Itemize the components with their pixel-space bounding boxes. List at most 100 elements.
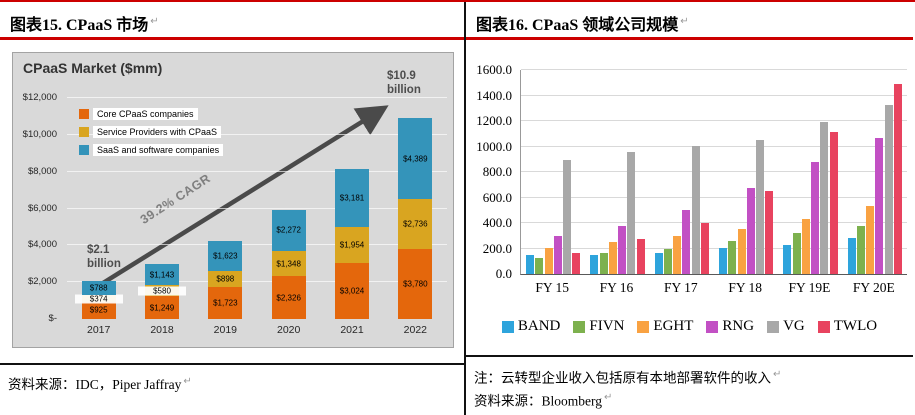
bar-value-label: $898 — [216, 274, 235, 284]
x-tick-label: FY 15 — [535, 280, 569, 295]
panel-figure-16: 图表16. CPaaS 领域公司规模 ↵ 0.0 200.0 400.0 600.0 80… — [466, 2, 913, 415]
legend-swatch — [573, 320, 586, 333]
bar-segment: $3,780 — [398, 249, 433, 319]
bar-rng — [682, 209, 691, 274]
bar-band — [718, 248, 727, 274]
bar-segment: $4,389 — [398, 118, 433, 199]
y-tick-label: $4,000 — [27, 239, 57, 251]
bar-eght — [801, 219, 810, 274]
x-tick-label: FY 16 — [599, 280, 634, 295]
bar-value-label: $788 — [89, 283, 108, 293]
figure-15-title: 图表15. CPaaS 市场 — [10, 17, 149, 34]
bar-rng — [618, 225, 627, 274]
x-tick-label: 2019 — [213, 324, 237, 336]
x-tick-label: FY 18 — [728, 280, 762, 295]
y-tick-label: 800.0 — [482, 164, 512, 179]
bar-value-label: $580 — [138, 286, 186, 296]
legend-label: TWLO — [833, 318, 878, 334]
y-tick-label: $10,000 — [22, 128, 57, 140]
bar-eght — [544, 248, 553, 274]
return-mark-icon: ↵ — [604, 391, 613, 403]
bar-segment: $2,272 — [271, 209, 306, 252]
bar-value-label: $1,623 — [213, 251, 238, 261]
bar-segment: $1,623 — [208, 240, 243, 271]
cagr-label: 39.2% CAGR — [137, 171, 214, 227]
legend-item: Service Providers with CPaaS — [79, 126, 223, 138]
bar-value-label: $374 — [74, 294, 123, 304]
figure-15-header: 图表15. CPaaS 市场 ↵ — [0, 2, 464, 40]
legend-label: Service Providers with CPaaS — [93, 126, 222, 138]
bar-rng — [553, 236, 562, 274]
panel-figure-15: 图表15. CPaaS 市场 ↵ CPaaS Market ($mm) $- $2,… — [0, 2, 466, 415]
note-text: 注：云转型企业收入包括原有本地部署软件的收入 ↵ — [474, 365, 905, 388]
annotation-2017-total: $2.1 billion — [87, 243, 121, 271]
bar-value-label: $1,143 — [149, 270, 175, 280]
gridline — [67, 281, 447, 283]
bar-eght — [608, 241, 617, 274]
bar-fivn — [599, 253, 608, 274]
x-axis: FY 15 FY 16 FY 17 FY 18 FY 19E FY 20E — [520, 280, 906, 298]
legend-swatch — [817, 320, 830, 333]
legend-swatch — [706, 320, 719, 333]
y-tick-label: 600.0 — [482, 189, 512, 205]
bar-vg — [563, 159, 572, 274]
legend-item: VG — [767, 318, 805, 335]
return-mark-icon: ↵ — [680, 15, 689, 27]
x-tick-label: 2021 — [340, 324, 364, 336]
gridline — [521, 171, 907, 172]
gridline — [521, 196, 907, 198]
gridline — [521, 94, 907, 96]
plot-area — [520, 69, 907, 275]
bar-vg — [884, 105, 893, 274]
bar-twlo — [572, 252, 581, 274]
bar-segment: $1,954 — [335, 227, 369, 264]
bar-value-label: $4,389 — [403, 154, 428, 164]
legend-item: TWLO — [817, 318, 878, 335]
bar-rng — [811, 162, 820, 274]
annotation-line: $10.9 — [387, 70, 416, 82]
annotation-line: $2.1 — [87, 244, 110, 256]
bar-segment: $1,723 — [208, 287, 243, 319]
bar-segment: $1,143 — [145, 264, 179, 286]
bar-segment: $2,326 — [271, 276, 306, 319]
bar-band — [847, 238, 856, 274]
bar-fivn — [856, 226, 865, 274]
bar-rng — [746, 188, 755, 274]
bar-fivn — [728, 241, 737, 274]
return-mark-icon: ↵ — [773, 369, 782, 380]
bar-value-label: $3,024 — [339, 286, 365, 296]
bar-eght — [866, 206, 875, 274]
legend-label: SaaS and software companies — [93, 144, 224, 156]
legend-label: EGHT — [653, 318, 694, 334]
bar-fivn — [663, 248, 672, 274]
bar-vg — [627, 152, 636, 274]
gridline — [67, 244, 447, 246]
gridline — [67, 133, 447, 135]
bar-segment: $898 — [208, 270, 243, 288]
gridline — [521, 69, 907, 70]
gridline — [521, 222, 907, 223]
figure-16-title: 图表16. CPaaS 领域公司规模 — [476, 17, 679, 34]
bar-twlo — [829, 132, 838, 274]
legend-item: SaaS and software companies — [79, 144, 224, 156]
legend-label: BAND — [517, 318, 561, 334]
x-tick-label: 2018 — [150, 324, 174, 336]
bar-eght — [673, 236, 682, 274]
y-tick-label: 1600.0 — [476, 62, 512, 77]
bar-value-label: $925 — [89, 305, 108, 315]
x-axis: 2017 2018 2019 2020 2021 2022 — [67, 324, 447, 338]
x-tick-label: 2020 — [276, 324, 301, 336]
bar-value-label: $1,348 — [276, 259, 301, 269]
bar-vg — [756, 140, 765, 274]
bar-segment: $788 — [81, 280, 116, 296]
legend-swatch — [637, 320, 650, 333]
bar-value-label: $1,249 — [149, 303, 175, 312]
legend-item: RNG — [706, 318, 754, 335]
bar-band — [590, 254, 599, 274]
bar-rng — [875, 137, 884, 274]
legend-label: Core CPaaS companies — [93, 108, 198, 120]
source-text: 资料来源：Bloomberg ↵ — [474, 388, 905, 411]
bar-segment: $1,348 — [271, 251, 306, 277]
chart-title: CPaaS Market ($mm) — [23, 60, 163, 76]
